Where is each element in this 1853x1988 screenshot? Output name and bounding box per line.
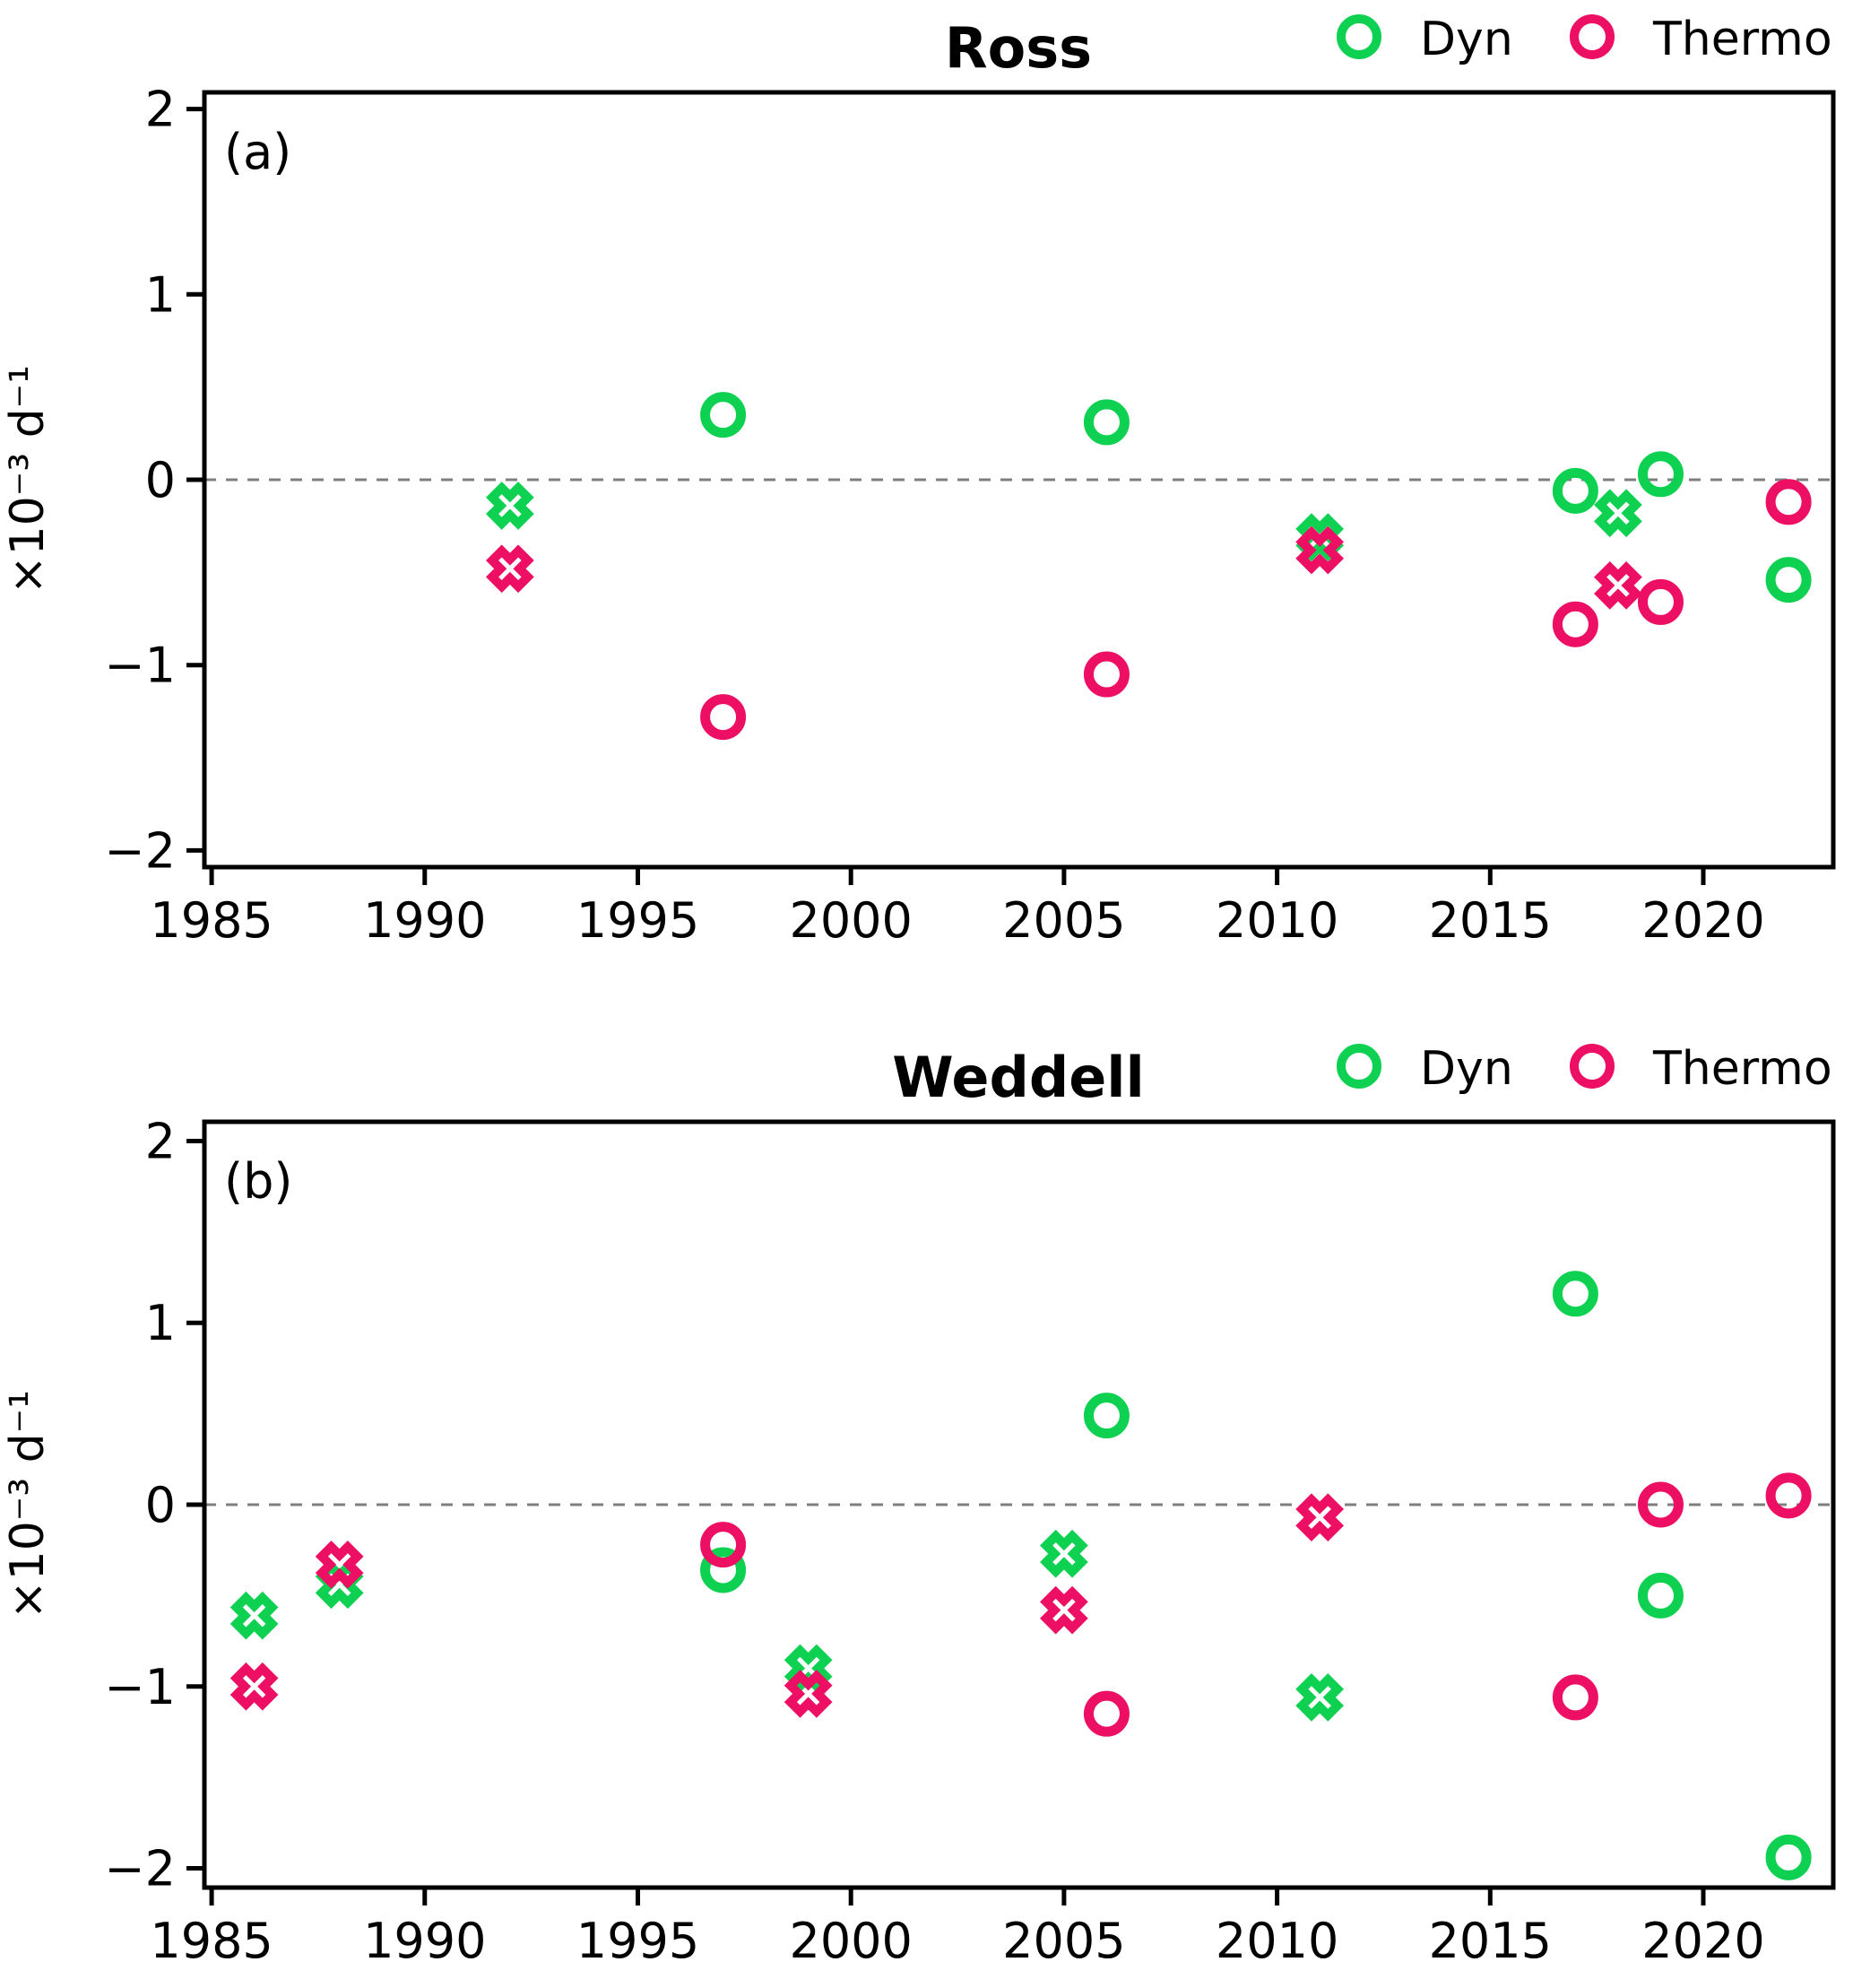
panel-a-title: Ross (945, 15, 1092, 81)
x-tick-label: 2005 (1002, 1913, 1125, 1969)
panel-b: Weddell Dyn Thermo ×10⁻³ d⁻¹ 2 1 0 −1 −2 1985… (1, 1042, 1836, 1969)
scatter-point-thermo-circle (1637, 1481, 1684, 1528)
legend-dyn-marker-icon (1337, 14, 1381, 59)
scatter-point-thermo-circle (1637, 578, 1684, 625)
scatter-point-thermo-circle (1765, 479, 1812, 525)
plot-border (202, 90, 1836, 870)
x-tick-label: 2000 (789, 892, 912, 949)
scatter-point-dyn-x (1295, 1673, 1345, 1722)
legend-thermo-label: Thermo (1652, 1042, 1832, 1096)
x-tick-label: 2020 (1641, 892, 1764, 949)
scatter-point-dyn-circle (700, 392, 747, 438)
panel-a-plot-area: 2 1 0 −1 −2 1985 1990 1995 2000 2005 2010 2015 2020 (104, 82, 1836, 949)
panel-b-title: Weddell (892, 1045, 1145, 1110)
scatter-point-dyn-x (486, 482, 534, 530)
panel-b-yaxis-label: ×10⁻³ d⁻¹ (1, 1390, 55, 1619)
x-tick-label: 1985 (150, 1913, 273, 1969)
scatter-point-thermo-circle (700, 1522, 747, 1568)
panel-b-letter: (b) (224, 1153, 292, 1210)
panel-b-plot-area: 2 1 0 −1 −2 1985 1990 1995 2000 2005 2010 2015 2020 (104, 1113, 1836, 1969)
x-tick-label: 2005 (1002, 892, 1125, 949)
scatter-point-thermo-x (1295, 525, 1345, 575)
x-tick-label: 2010 (1216, 1913, 1338, 1969)
x-tick-label: 2015 (1429, 892, 1552, 949)
scatter-point-dyn-x (1594, 489, 1642, 538)
x-tick-label: 1990 (363, 892, 486, 949)
scatter-point-thermo-x (485, 544, 534, 594)
y-tick-label: −1 (104, 638, 176, 694)
legend-dyn-label: Dyn (1420, 1042, 1513, 1096)
scatter-point-dyn-x (1040, 1529, 1088, 1578)
panel-a: Ross Dyn Thermo ×10⁻³ d⁻¹ 2 1 0 −1 −2 1985 199… (1, 13, 1836, 949)
panel-b-legend: Dyn Thermo (1337, 1042, 1832, 1096)
y-tick-label: −1 (104, 1659, 176, 1715)
scatter-point-dyn-circle (1083, 1393, 1130, 1439)
x-tick-label: 1990 (363, 1913, 486, 1969)
x-tick-label: 1995 (576, 1913, 699, 1969)
y-tick-label: 2 (145, 1113, 176, 1169)
y-tick-label: 1 (145, 1295, 176, 1351)
y-tick-label: −2 (104, 822, 176, 879)
y-tick-label: 1 (145, 266, 176, 323)
scatter-point-thermo-x (229, 1662, 279, 1711)
scatter-point-thermo-circle (1083, 1690, 1130, 1737)
scatter-point-dyn-x (229, 1591, 279, 1640)
legend-thermo-marker-icon (1570, 14, 1615, 59)
x-tick-label: 1995 (576, 892, 699, 949)
scatter-point-dyn-circle (1552, 1271, 1598, 1317)
scatter-point-thermo-circle (700, 694, 747, 741)
scatter-point-dyn-circle (1765, 1834, 1812, 1880)
scatter-point-thermo-x (784, 1670, 833, 1718)
legend-dyn-marker-icon (1337, 1044, 1381, 1089)
x-tick-label: 2015 (1429, 1913, 1552, 1969)
panel-a-yaxis-label: ×10⁻³ d⁻¹ (1, 365, 55, 595)
panel-a-letter: (a) (224, 124, 291, 180)
scatter-point-thermo-x (315, 1541, 364, 1589)
scatter-point-dyn-circle (1637, 1572, 1684, 1619)
scatter-point-thermo-x (1295, 1493, 1345, 1542)
scatter-point-dyn-circle (1552, 467, 1598, 514)
y-tick-label: 2 (145, 82, 176, 138)
scatter-point-thermo-circle (1765, 1472, 1812, 1519)
y-tick-label: −2 (104, 1841, 176, 1897)
legend-thermo-label: Thermo (1652, 13, 1832, 66)
y-tick-label: 0 (145, 1477, 176, 1533)
scatter-point-dyn-circle (1083, 399, 1130, 446)
legend-dyn-label: Dyn (1420, 13, 1513, 66)
plot-border (202, 1119, 1836, 1890)
scatter-point-dyn-x (784, 1644, 833, 1693)
x-tick-label: 1985 (150, 892, 273, 949)
legend-thermo-marker-icon (1570, 1044, 1615, 1089)
panel-a-legend: Dyn Thermo (1337, 13, 1832, 66)
scatter-point-thermo-x (1040, 1585, 1088, 1635)
x-tick-label: 2000 (789, 1913, 912, 1969)
scatter-point-thermo-circle (1552, 601, 1598, 647)
scatter-point-thermo-circle (1552, 1674, 1598, 1721)
scatter-point-thermo-circle (1083, 651, 1130, 698)
scatter-point-thermo-x (1594, 560, 1642, 610)
x-tick-label: 2020 (1641, 1913, 1764, 1969)
scatter-point-dyn-circle (1765, 557, 1812, 603)
scatter-point-dyn-circle (1637, 451, 1684, 498)
x-tick-label: 2010 (1216, 892, 1338, 949)
scatter-point-dyn-circle (700, 1547, 747, 1593)
y-tick-label: 0 (145, 452, 176, 508)
